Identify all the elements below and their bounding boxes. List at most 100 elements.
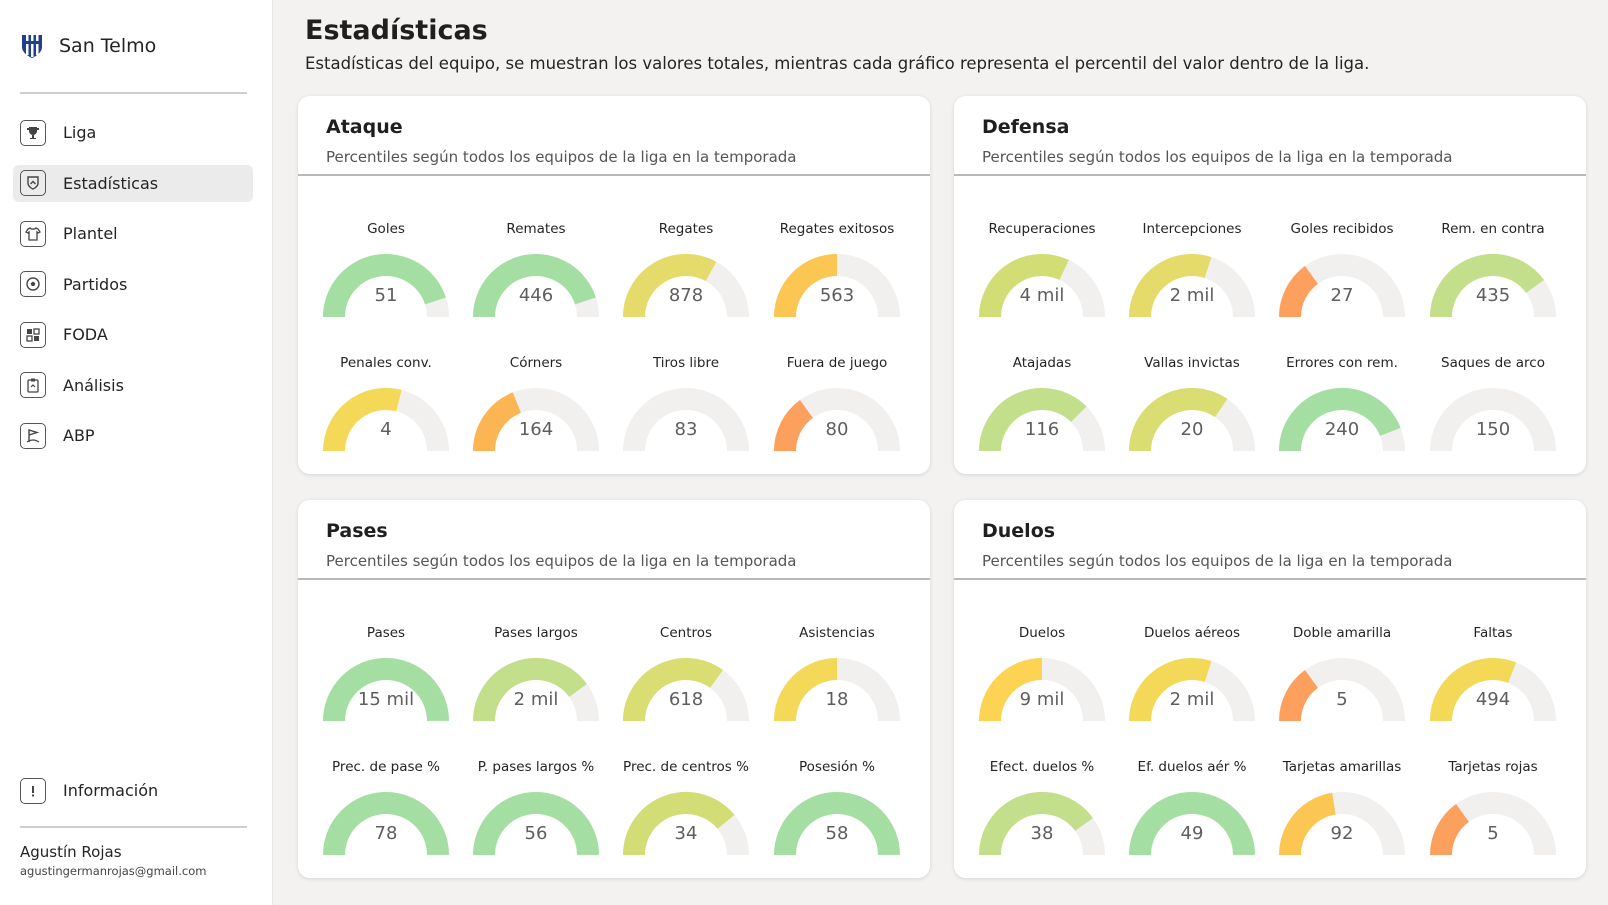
card-duelos: Duelos Percentiles según todos los equip… bbox=[954, 500, 1586, 878]
page-subtitle: Estadísticas del equipo, se muestran los… bbox=[305, 54, 1370, 73]
gauge-label: Vallas invictas bbox=[1144, 355, 1240, 371]
gauge-centros[interactable]: Centros 618 bbox=[611, 625, 761, 749]
sidebar-item-informacion[interactable]: Información bbox=[13, 772, 253, 809]
gauge-goles-recibidos[interactable]: Goles recibidos 27 bbox=[1267, 221, 1417, 345]
gauge-value: 563 bbox=[819, 285, 855, 306]
gauge-chart bbox=[473, 388, 599, 452]
clipboard-icon bbox=[20, 372, 46, 398]
gauge-chart bbox=[623, 254, 749, 318]
gauge-corners[interactable]: Córners 164 bbox=[461, 355, 611, 479]
gauge-label: Asistencias bbox=[799, 625, 875, 641]
gauge-duelos-aereos[interactable]: Duelos aéreos 2 mil bbox=[1117, 625, 1267, 749]
gauge-prec-de-centros-pct[interactable]: Prec. de centros % 34 bbox=[611, 759, 761, 883]
sidebar-item-plantel[interactable]: Plantel bbox=[13, 215, 253, 252]
gauge-pases[interactable]: Pases 15 mil bbox=[311, 625, 461, 749]
gauge-chart bbox=[1430, 254, 1556, 318]
gauge-fill bbox=[623, 658, 724, 722]
gauge-fill bbox=[774, 658, 838, 722]
card-subtitle: Percentiles según todos los equipos de l… bbox=[326, 552, 797, 570]
gauge-track bbox=[1430, 388, 1556, 452]
sidebar-item-abp[interactable]: ABP bbox=[13, 417, 253, 454]
gauge-fuera-de-juego[interactable]: Fuera de juego 80 bbox=[762, 355, 912, 479]
sidebar-item-foda[interactable]: FODA bbox=[13, 316, 253, 353]
gauge-errores-con-rem[interactable]: Errores con rem. 240 bbox=[1267, 355, 1417, 479]
sidebar-item-label: ABP bbox=[63, 426, 95, 445]
gauge-recuperaciones[interactable]: Recuperaciones 4 mil bbox=[967, 221, 1117, 345]
gauge-saques-de-arco[interactable]: Saques de arco 150 bbox=[1418, 355, 1568, 479]
gauge-fill bbox=[323, 657, 449, 722]
gauge-value: 20 bbox=[1180, 419, 1204, 440]
gauge-rem-en-contra[interactable]: Rem. en contra 435 bbox=[1418, 221, 1568, 345]
sidebar-item-estadisticas[interactable]: Estadísticas bbox=[13, 164, 253, 202]
gauge-value: 9 mil bbox=[1019, 689, 1065, 710]
brand[interactable]: San Telmo bbox=[20, 31, 156, 61]
user-profile[interactable]: Agustín Rojas agustingermanrojas@gmail.c… bbox=[20, 843, 206, 878]
gauge-atajadas[interactable]: Atajadas 116 bbox=[967, 355, 1117, 479]
gauge-label: Goles bbox=[367, 221, 405, 237]
gauge-chart bbox=[623, 792, 749, 856]
gauge-tiros-libre[interactable]: Tiros libre 83 bbox=[611, 355, 761, 479]
sidebar-item-analisis[interactable]: Análisis bbox=[13, 367, 253, 404]
gauge-regates[interactable]: Regates 878 bbox=[611, 221, 761, 345]
gauge-label: Pases largos bbox=[494, 625, 578, 641]
sidebar: San Telmo Liga Estadísticas Plantel Par bbox=[0, 0, 273, 905]
gauge-label: Pases bbox=[366, 625, 406, 641]
gauge-chart bbox=[1279, 792, 1405, 856]
gauge-posesion-pct[interactable]: Posesión % 58 bbox=[762, 759, 912, 883]
gauge-pases-largos[interactable]: Pases largos 2 mil bbox=[461, 625, 611, 749]
gauge-remates[interactable]: Remates 446 bbox=[461, 221, 611, 345]
exclamation-icon bbox=[20, 777, 46, 804]
gauge-label: Córners bbox=[509, 355, 563, 371]
gauge-fill bbox=[1279, 792, 1337, 856]
card-subtitle: Percentiles según todos los equipos de l… bbox=[982, 148, 1453, 166]
gauge-label: Prec. de pase % bbox=[332, 759, 440, 775]
gauge-ef-duelos-aer-pct[interactable]: Ef. duelos aér % 49 bbox=[1117, 759, 1267, 883]
gauge-efect-duelos-pct[interactable]: Efect. duelos % 38 bbox=[967, 759, 1117, 883]
gauge-value: 2 mil bbox=[1169, 689, 1215, 710]
gauge-label: Recuperaciones bbox=[988, 221, 1096, 237]
gauge-value: 618 bbox=[668, 689, 704, 710]
gauge-fill bbox=[1129, 791, 1255, 856]
gauge-penales-conv[interactable]: Penales conv. 4 bbox=[311, 355, 461, 479]
sidebar-item-partidos[interactable]: Partidos bbox=[13, 266, 253, 303]
gauge-fill bbox=[473, 658, 587, 722]
gauge-tarjetas-rojas[interactable]: Tarjetas rojas 5 bbox=[1418, 759, 1568, 883]
gauge-asistencias[interactable]: Asistencias 18 bbox=[762, 625, 912, 749]
gauge-chart bbox=[1129, 254, 1255, 318]
gauge-p-pases-largos-pct[interactable]: P. pases largos % 56 bbox=[461, 759, 611, 883]
gauge-intercepciones[interactable]: Intercepciones 2 mil bbox=[1117, 221, 1267, 345]
gauge-label: Penales conv. bbox=[340, 355, 432, 371]
gauge-label: Remates bbox=[506, 221, 566, 237]
gauge-fill bbox=[774, 254, 838, 318]
gauge-fill bbox=[623, 792, 735, 856]
gauge-value: 2 mil bbox=[1169, 285, 1215, 306]
gauge-fill bbox=[1129, 254, 1212, 318]
card-title: Pases bbox=[326, 520, 388, 542]
gauge-value: 92 bbox=[1330, 823, 1354, 844]
gauge-label: Doble amarilla bbox=[1292, 625, 1392, 641]
gauge-goles[interactable]: Goles 51 bbox=[311, 221, 461, 345]
gauge-regates-exitosos[interactable]: Regates exitosos 563 bbox=[762, 221, 912, 345]
sidebar-nav: Liga Estadísticas Plantel Partidos FODA bbox=[13, 114, 253, 468]
gauge-doble-amarilla[interactable]: Doble amarilla 5 bbox=[1267, 625, 1417, 749]
gauge-vallas-invictas[interactable]: Vallas invictas 20 bbox=[1117, 355, 1267, 479]
gauge-label: Duelos aéreos bbox=[1143, 625, 1241, 641]
sidebar-item-label: Estadísticas bbox=[63, 173, 159, 193]
gauge-prec-de-pase-pct[interactable]: Prec. de pase % 78 bbox=[311, 759, 461, 883]
card-subtitle: Percentiles según todos los equipos de l… bbox=[982, 552, 1453, 570]
gauge-label: Centros bbox=[659, 625, 713, 641]
gauge-fill bbox=[1129, 658, 1212, 722]
gauge-tarjetas-amarillas[interactable]: Tarjetas amarillas 92 bbox=[1267, 759, 1417, 883]
gauge-value: 15 mil bbox=[357, 689, 415, 710]
gauge-chart bbox=[323, 791, 449, 856]
gauge-value: 240 bbox=[1324, 419, 1360, 440]
gauge-chart bbox=[1430, 792, 1556, 856]
gauge-duelos[interactable]: Duelos 9 mil bbox=[967, 625, 1117, 749]
club-crest-icon bbox=[22, 35, 42, 58]
gauge-chart bbox=[1430, 658, 1556, 722]
gauge-faltas[interactable]: Faltas 494 bbox=[1418, 625, 1568, 749]
sidebar-item-label: Liga bbox=[63, 123, 97, 142]
sidebar-item-label: Partidos bbox=[63, 274, 128, 294]
gauge-value: 5 bbox=[1487, 823, 1499, 844]
sidebar-item-liga[interactable]: Liga bbox=[13, 114, 253, 151]
